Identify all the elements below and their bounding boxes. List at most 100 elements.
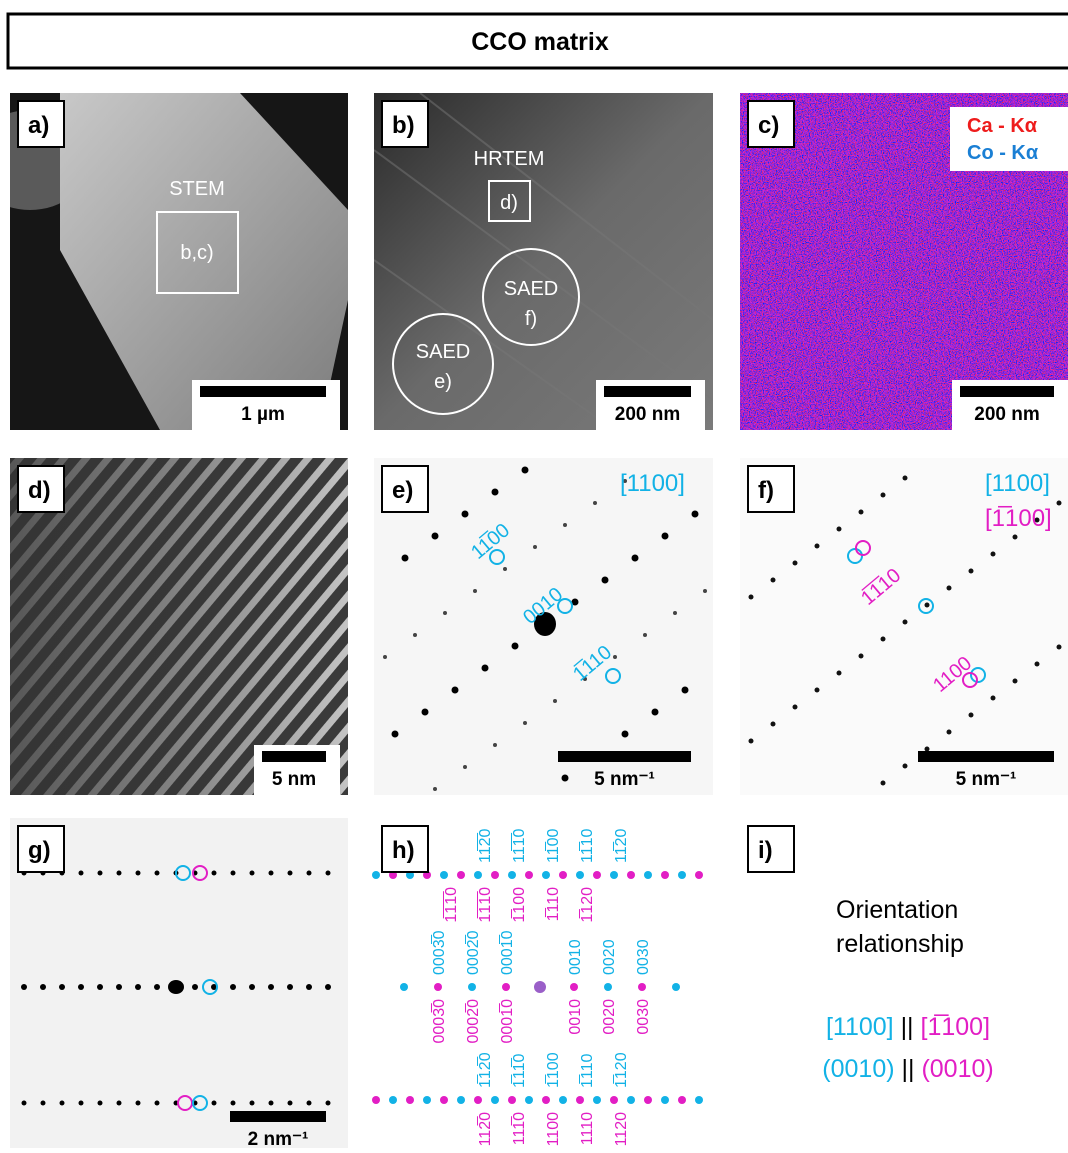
spot xyxy=(402,555,409,562)
spot xyxy=(326,871,331,876)
spot xyxy=(695,871,703,879)
spot xyxy=(503,567,507,571)
spot xyxy=(881,637,886,642)
legend-entry: Co - Kα xyxy=(967,142,1039,164)
scale-bar-label: 200 nm xyxy=(974,404,1039,425)
spot xyxy=(525,1096,533,1104)
spot xyxy=(97,984,103,990)
index-label: 1120 xyxy=(613,1112,630,1147)
index-label: 0001̅0 xyxy=(498,999,516,1044)
spot xyxy=(837,527,842,532)
spot xyxy=(117,871,122,876)
spot xyxy=(230,984,236,990)
spot xyxy=(542,871,550,879)
spot xyxy=(749,739,754,744)
spot xyxy=(392,731,399,738)
index-label: 0001̅0 xyxy=(498,930,516,975)
spot xyxy=(610,1096,618,1104)
spot xyxy=(793,561,798,566)
scale-bar xyxy=(262,751,326,762)
spot xyxy=(212,1101,217,1106)
spot xyxy=(672,983,680,991)
scale-bar xyxy=(230,1111,326,1122)
spot xyxy=(154,984,160,990)
spot xyxy=(947,730,952,735)
scale-bar xyxy=(604,386,691,397)
panel-label: h) xyxy=(392,837,415,864)
spot xyxy=(1057,501,1062,506)
spot xyxy=(903,476,908,481)
spot xyxy=(307,871,312,876)
spot xyxy=(1013,679,1018,684)
spot xyxy=(155,1101,160,1106)
index-label: 1̅110 xyxy=(578,1053,596,1088)
spot xyxy=(269,871,274,876)
spot xyxy=(703,589,707,593)
spot xyxy=(1013,535,1018,540)
spot xyxy=(576,871,584,879)
spot xyxy=(533,545,537,549)
spot xyxy=(492,489,499,496)
relation-part: || xyxy=(901,1013,914,1041)
spot xyxy=(389,1096,397,1104)
index-label: 0030 xyxy=(635,999,652,1035)
spot xyxy=(881,493,886,498)
spot xyxy=(563,523,567,527)
spot xyxy=(21,984,27,990)
index-label: 1̅120 xyxy=(578,887,596,923)
scale-bar xyxy=(960,386,1054,397)
spot xyxy=(553,699,557,703)
spot xyxy=(287,984,293,990)
spot xyxy=(155,871,160,876)
scale-bar-label: 5 nm xyxy=(272,769,316,790)
spot xyxy=(212,871,217,876)
spot xyxy=(306,984,312,990)
spot xyxy=(40,984,46,990)
spot xyxy=(512,643,519,650)
spot xyxy=(678,1096,686,1104)
scale-bar xyxy=(918,751,1054,762)
index-label: 1̅110 xyxy=(544,887,562,922)
annotation: d) xyxy=(500,192,518,214)
spot xyxy=(522,467,529,474)
panel-label: d) xyxy=(28,477,51,504)
panel-label: e) xyxy=(392,477,413,504)
index-label: 1110 xyxy=(579,1112,596,1145)
spot xyxy=(457,871,465,879)
spot xyxy=(326,1101,331,1106)
spot xyxy=(508,871,516,879)
index-label: 0002̅0 xyxy=(464,930,482,975)
panel-label: a) xyxy=(28,112,49,139)
figure: CCO matrix STEM b,c) HRTEM d) SAED f) SA… xyxy=(0,0,1068,1148)
spot xyxy=(947,586,952,591)
spot xyxy=(269,1101,274,1106)
central-spot xyxy=(168,980,184,994)
spot xyxy=(793,705,798,710)
panel-label: b) xyxy=(392,112,415,139)
spot xyxy=(423,1096,431,1104)
spot xyxy=(136,1101,141,1106)
spot xyxy=(525,871,533,879)
spot xyxy=(749,595,754,600)
spot xyxy=(98,1101,103,1106)
spot xyxy=(41,1101,46,1106)
spot xyxy=(644,1096,652,1104)
spot xyxy=(116,984,122,990)
spot xyxy=(474,1096,482,1104)
heading: relationship xyxy=(836,930,964,958)
index-label: 0020 xyxy=(601,999,618,1035)
spot xyxy=(661,871,669,879)
spot xyxy=(432,533,439,540)
spot xyxy=(383,655,387,659)
scale-bar xyxy=(558,751,691,762)
index-label: 1̅1̅1̅0 xyxy=(442,887,460,923)
spot xyxy=(98,871,103,876)
panel-label: i) xyxy=(758,837,773,864)
spot xyxy=(491,1096,499,1104)
relation-part: (0010) xyxy=(921,1055,993,1083)
spot xyxy=(837,671,842,676)
relation: (0010) || (0010) xyxy=(822,1055,993,1083)
spot xyxy=(662,533,669,540)
index-label: 0030 xyxy=(635,939,652,975)
spot xyxy=(457,1096,465,1104)
